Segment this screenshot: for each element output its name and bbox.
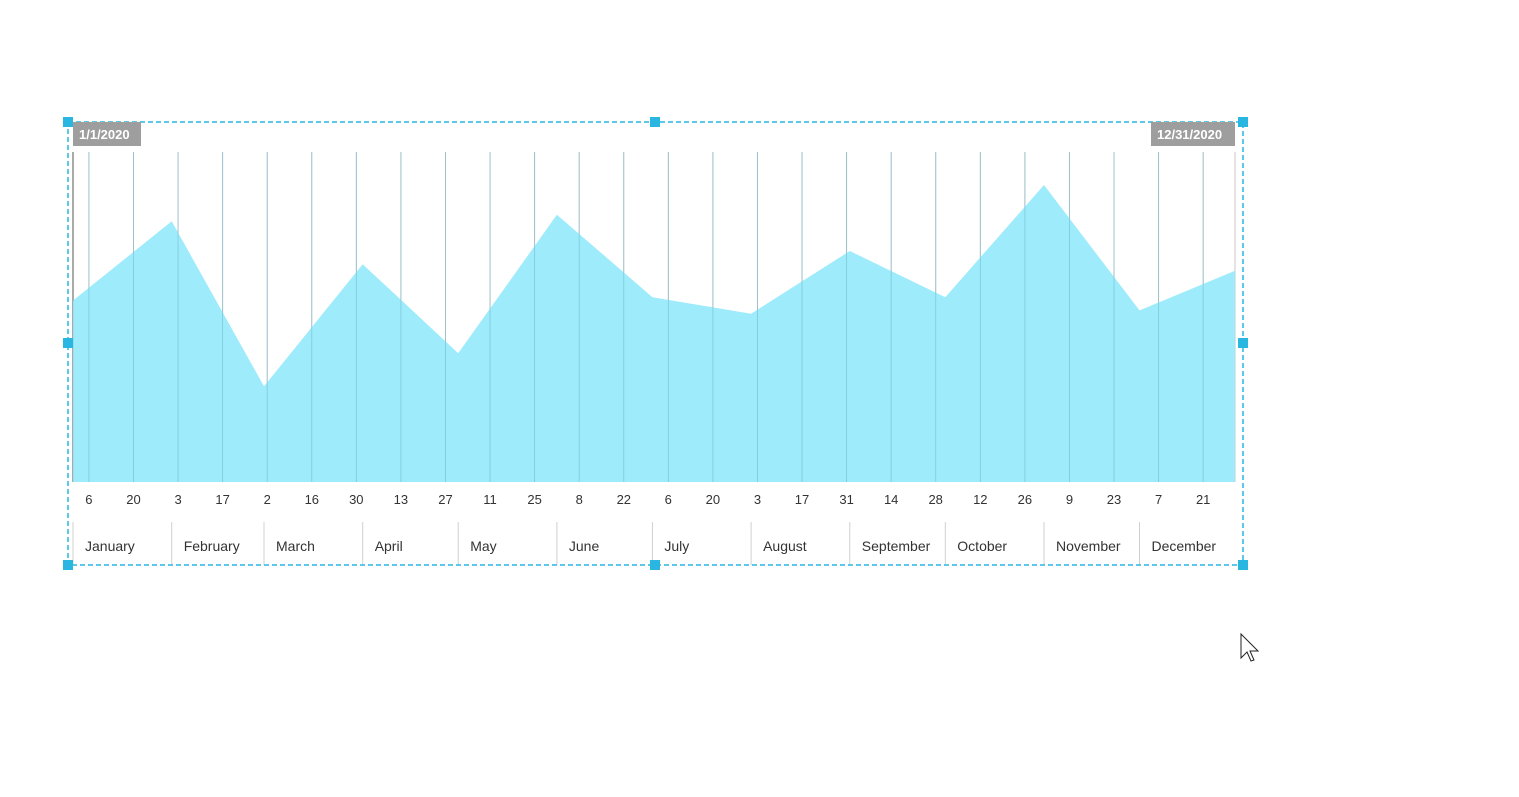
week-tick-label-17: 31 [839, 492, 853, 507]
week-tick-label-9: 11 [483, 492, 497, 507]
month-label-4: May [470, 538, 496, 554]
week-tick-label-12: 22 [617, 492, 631, 507]
week-tick-label-20: 12 [973, 492, 987, 507]
month-label-8: September [862, 538, 931, 554]
week-tick-label-21: 26 [1018, 492, 1032, 507]
month-label-10: November [1056, 538, 1121, 554]
week-tick-label-25: 21 [1196, 492, 1210, 507]
month-label-7: August [763, 538, 807, 554]
range-end-label: 12/31/2020 [1157, 127, 1222, 142]
month-label-2: March [276, 538, 315, 554]
week-tick-label-19: 28 [928, 492, 942, 507]
resize-handles[interactable] [63, 117, 1248, 570]
month-label-1: February [184, 538, 240, 554]
week-tick-label-13: 6 [665, 492, 672, 507]
month-label-3: April [375, 538, 403, 554]
week-tick-label-5: 16 [305, 492, 319, 507]
mouse-pointer-icon [1240, 632, 1260, 662]
month-label-5: June [569, 538, 600, 554]
week-tick-label-3: 17 [215, 492, 229, 507]
week-tick-label-10: 25 [527, 492, 541, 507]
range-start-tag[interactable]: 1/1/2020 [73, 122, 141, 146]
resize-handle-0[interactable] [63, 117, 73, 127]
month-label-11: December [1152, 538, 1217, 554]
week-tick-label-18: 14 [884, 492, 898, 507]
week-tick-label-16: 17 [795, 492, 809, 507]
week-tick-labels: 6 20 3 17 2 16 30 13 27 11 25 8 22 6 20 3 17 31 14 28 12 26 9 2… [85, 492, 1210, 507]
week-tick-label-1: 20 [126, 492, 140, 507]
month-axis: January February March April May June July Augu… [72, 522, 1217, 565]
month-label-0: January [85, 538, 135, 554]
month-label-6: July [664, 538, 689, 554]
series-area [73, 185, 1235, 482]
week-tick-label-0: 6 [85, 492, 92, 507]
week-tick-label-22: 9 [1066, 492, 1073, 507]
week-tick-label-8: 27 [438, 492, 452, 507]
range-start-label: 1/1/2020 [79, 127, 130, 142]
resize-handle-3[interactable] [650, 117, 660, 127]
week-tick-label-15: 3 [754, 492, 761, 507]
resize-handle-2[interactable] [63, 560, 73, 570]
resize-handle-5[interactable] [1238, 117, 1248, 127]
week-tick-label-6: 30 [349, 492, 363, 507]
week-tick-label-14: 20 [706, 492, 720, 507]
week-tick-label-7: 13 [394, 492, 408, 507]
range-end-tag[interactable]: 12/31/2020 [1151, 122, 1235, 146]
month-label-9: October [957, 538, 1007, 554]
week-tick-label-2: 3 [174, 492, 181, 507]
week-tick-label-23: 23 [1107, 492, 1121, 507]
resize-handle-1[interactable] [63, 338, 73, 348]
range-start-tag-bg [73, 122, 141, 146]
week-tick-label-11: 8 [576, 492, 583, 507]
resize-handle-7[interactable] [1238, 560, 1248, 570]
resize-handle-4[interactable] [650, 560, 660, 570]
week-tick-label-24: 7 [1155, 492, 1162, 507]
range-end-tag-bg [1151, 122, 1235, 146]
resize-handle-6[interactable] [1238, 338, 1248, 348]
week-tick-label-4: 2 [264, 492, 271, 507]
